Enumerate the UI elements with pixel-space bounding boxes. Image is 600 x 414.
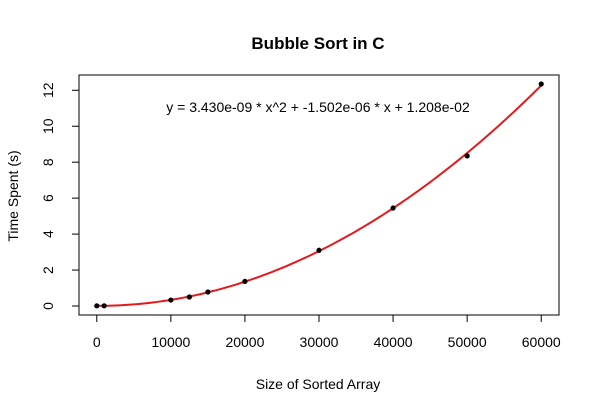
equation-annotation: y = 3.430e-09 * x^2 + -1.502e-06 * x + 1… bbox=[166, 99, 470, 115]
data-point bbox=[101, 303, 107, 309]
data-points bbox=[94, 81, 544, 309]
data-point bbox=[538, 81, 544, 87]
data-point bbox=[168, 297, 174, 303]
x-axis: 0 10000 20000 30000 40000 50000 60000 bbox=[93, 314, 561, 350]
data-point bbox=[94, 303, 100, 309]
y-tick-label: 0 bbox=[40, 302, 56, 310]
y-axis: 0 2 4 6 8 10 12 bbox=[40, 82, 80, 310]
x-tick-label: 0 bbox=[93, 334, 101, 350]
x-tick-label: 50000 bbox=[448, 334, 487, 350]
chart-title: Bubble Sort in C bbox=[251, 34, 384, 53]
y-tick-label: 8 bbox=[40, 158, 56, 166]
data-point bbox=[464, 153, 470, 159]
data-point bbox=[242, 278, 248, 284]
y-tick-label: 4 bbox=[40, 230, 56, 238]
data-point bbox=[205, 289, 211, 295]
y-tick-label: 12 bbox=[40, 82, 56, 98]
data-point bbox=[186, 294, 192, 300]
x-tick-label: 60000 bbox=[522, 334, 561, 350]
data-point bbox=[390, 205, 396, 211]
x-tick-label: 20000 bbox=[225, 334, 264, 350]
data-point bbox=[316, 247, 322, 253]
x-tick-label: 30000 bbox=[300, 334, 339, 350]
x-axis-label: Size of Sorted Array bbox=[256, 376, 381, 392]
y-tick-label: 10 bbox=[40, 118, 56, 134]
y-tick-label: 2 bbox=[40, 266, 56, 274]
x-tick-label: 40000 bbox=[374, 334, 413, 350]
y-axis-label: Time Spent (s) bbox=[5, 150, 21, 241]
y-tick-label: 6 bbox=[40, 194, 56, 202]
x-tick-label: 10000 bbox=[151, 334, 190, 350]
fit-curve bbox=[96, 84, 542, 307]
